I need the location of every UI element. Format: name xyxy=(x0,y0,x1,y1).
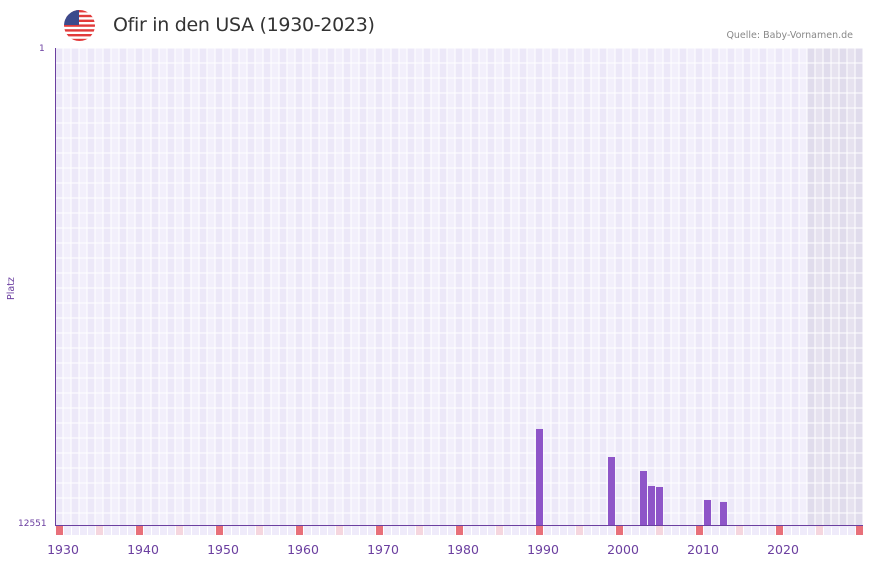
bar-1998 xyxy=(608,457,615,525)
x-tick-1980: 1980 xyxy=(447,542,479,557)
x-tick-1940: 1940 xyxy=(127,542,159,557)
bar-1989 xyxy=(536,428,543,525)
x-tick-2010: 2010 xyxy=(687,542,719,557)
x-tick-2020: 2020 xyxy=(767,542,799,557)
bar-2002 xyxy=(640,470,647,525)
x-tick-1930: 1930 xyxy=(47,542,79,557)
us-flag-icon xyxy=(64,10,95,41)
x-tick-1960: 1960 xyxy=(287,542,319,557)
x-tick-1970: 1970 xyxy=(367,542,399,557)
plot-area xyxy=(55,48,863,535)
y-axis-title: Platz xyxy=(6,277,17,300)
source-label: Quelle: Baby-Vornamen.de xyxy=(726,30,853,41)
x-tick-1990: 1990 xyxy=(527,542,559,557)
chart-title: Ofir in den USA (1930-2023) xyxy=(113,14,375,36)
y-tick-bottom: 12551 xyxy=(18,519,47,529)
x-tick-2000: 2000 xyxy=(607,542,639,557)
bar-2003 xyxy=(648,486,655,525)
bar-2012 xyxy=(720,501,727,525)
x-tick-1950: 1950 xyxy=(207,542,239,557)
y-tick-top: 1 xyxy=(39,44,45,54)
bar-2004 xyxy=(656,486,663,525)
bar-2010 xyxy=(704,499,711,525)
